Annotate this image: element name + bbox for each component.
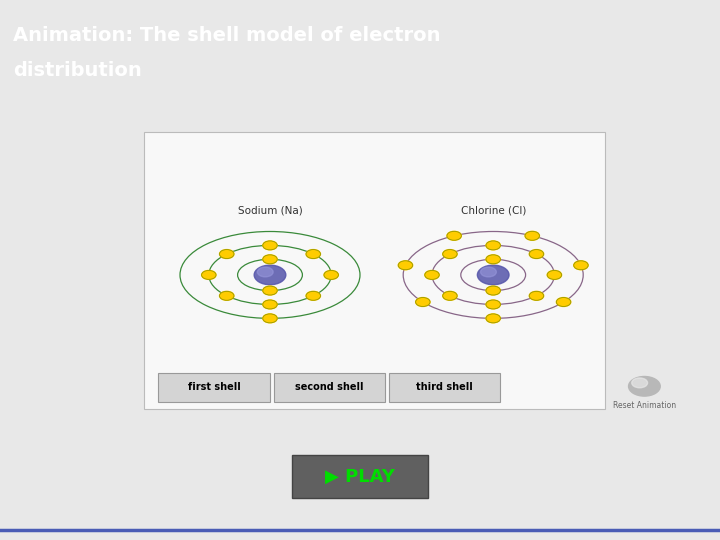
Circle shape [480, 267, 496, 277]
Circle shape [486, 286, 500, 295]
Circle shape [220, 292, 234, 300]
Text: Chlorine (Cl): Chlorine (Cl) [461, 205, 526, 215]
Circle shape [547, 271, 562, 279]
Circle shape [486, 300, 500, 309]
Text: Animation: The shell model of electron: Animation: The shell model of electron [13, 26, 441, 45]
Circle shape [263, 286, 277, 295]
Text: Sodium (Na): Sodium (Na) [238, 205, 302, 215]
Text: distribution: distribution [13, 62, 142, 80]
FancyBboxPatch shape [274, 373, 385, 402]
Circle shape [324, 271, 338, 279]
Circle shape [443, 249, 457, 259]
Circle shape [254, 265, 286, 285]
Circle shape [202, 271, 216, 279]
Circle shape [443, 292, 457, 300]
Circle shape [629, 376, 660, 396]
Text: Reset Animation: Reset Animation [613, 401, 676, 410]
Circle shape [447, 231, 462, 240]
Circle shape [486, 241, 500, 250]
Circle shape [415, 298, 430, 307]
Circle shape [529, 292, 544, 300]
FancyBboxPatch shape [158, 373, 270, 402]
Circle shape [557, 298, 571, 307]
Circle shape [220, 249, 234, 259]
Text: first shell: first shell [188, 382, 240, 393]
Circle shape [486, 255, 500, 264]
Circle shape [263, 255, 277, 264]
Circle shape [263, 300, 277, 309]
Circle shape [306, 292, 320, 300]
Circle shape [486, 314, 500, 323]
Circle shape [425, 271, 439, 279]
FancyBboxPatch shape [144, 132, 605, 409]
Circle shape [525, 231, 539, 240]
Circle shape [263, 241, 277, 250]
Text: second shell: second shell [295, 382, 364, 393]
Circle shape [398, 261, 413, 269]
Circle shape [529, 249, 544, 259]
Circle shape [477, 265, 509, 285]
Circle shape [257, 267, 273, 277]
Text: ▶ PLAY: ▶ PLAY [325, 468, 395, 485]
Circle shape [574, 261, 588, 269]
Circle shape [263, 314, 277, 323]
Circle shape [306, 249, 320, 259]
Circle shape [631, 378, 647, 388]
FancyBboxPatch shape [292, 455, 428, 498]
FancyBboxPatch shape [389, 373, 500, 402]
Text: third shell: third shell [416, 382, 473, 393]
